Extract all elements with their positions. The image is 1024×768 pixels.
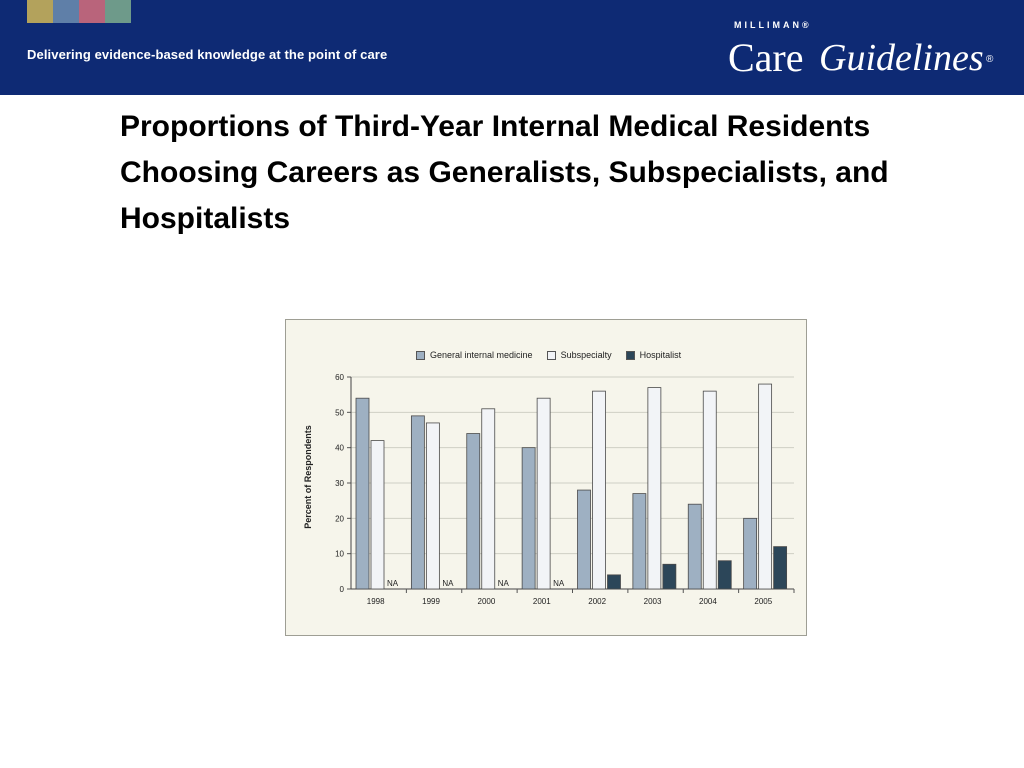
na-label: NA [442,579,454,588]
header-tagline: Delivering evidence-based knowledge at t… [27,47,388,62]
bar-subspecialty [370,440,385,590]
x-tick-label: 1999 [422,597,440,606]
na-label: NA [498,579,510,588]
swatch-rose [79,0,105,23]
na-label: NA [387,579,399,588]
legend-item-hospitalist: Hospitalist [625,350,682,360]
bar-subspecialty [647,387,662,590]
bar-hospitalist [773,546,788,590]
x-tick-label: 2003 [644,597,662,606]
bar-general-internal-medicine [355,397,370,590]
x-tick-label: 2005 [754,597,772,606]
care-guidelines-logo: MILLIMAN® Care Guidelines ® [728,14,998,84]
y-tick-label: 40 [335,444,344,453]
x-tick-label: 2000 [478,597,496,606]
bar-general-internal-medicine [466,433,481,590]
chart-panel: General internal medicine Subspecialty H… [285,319,807,636]
swatch-blue [53,0,79,23]
x-tick-label: 1998 [367,597,385,606]
bar-subspecialty [425,422,440,590]
legend-swatch-hospitalist [625,350,635,360]
bar-general-internal-medicine [687,503,702,590]
header-banner: Delivering evidence-based knowledge at t… [0,0,1024,95]
legend-item-subspecialty: Subspecialty [546,350,612,360]
bar-subspecialty [758,383,773,590]
y-tick-label: 10 [335,550,344,559]
y-tick-label: 0 [340,585,345,594]
swatch-gold [27,0,53,23]
y-tick-label: 20 [335,514,344,523]
bar-hospitalist [717,560,732,590]
bar-general-internal-medicine [577,489,591,590]
legend-swatch-general [416,350,425,360]
bar-subspecialty [702,390,717,590]
bar-general-internal-medicine [410,415,425,590]
y-tick-label: 30 [335,479,344,488]
legend-label-hospitalist: Hospitalist [639,350,682,360]
y-tick-label: 60 [335,373,344,382]
legend-label-general: General internal medicine [430,350,533,360]
chart-legend: General internal medicine Subspecialty H… [416,350,681,360]
legend-item-general: General internal medicine [416,350,533,360]
swatch-teal [105,0,131,23]
na-label: NA [553,579,565,588]
bar-subspecialty [536,397,551,590]
logo-care: Care [728,35,804,80]
bar-general-internal-medicine [521,447,536,590]
logo-registered-mark: ® [986,54,994,65]
legend-swatch-subspecialty [546,350,556,360]
slide-title: Proportions of Third-Year Internal Medic… [120,110,889,235]
bar-hospitalist [662,563,677,590]
bar-hospitalist [607,574,621,590]
x-tick-label: 2004 [699,597,717,606]
x-tick-label: 2002 [588,597,606,606]
legend-label-subspecialty: Subspecialty [560,350,612,360]
y-tick-label: 50 [335,408,344,417]
bar-subspecialty [592,390,606,590]
x-tick-label: 2001 [533,597,551,606]
color-swatches [27,0,131,23]
bar-general-internal-medicine [632,493,647,590]
logo-milliman: MILLIMAN® [734,20,812,30]
logo-guidelines: Guidelines [819,37,984,79]
bar-subspecialty [481,408,496,590]
bar-general-internal-medicine [743,517,758,590]
